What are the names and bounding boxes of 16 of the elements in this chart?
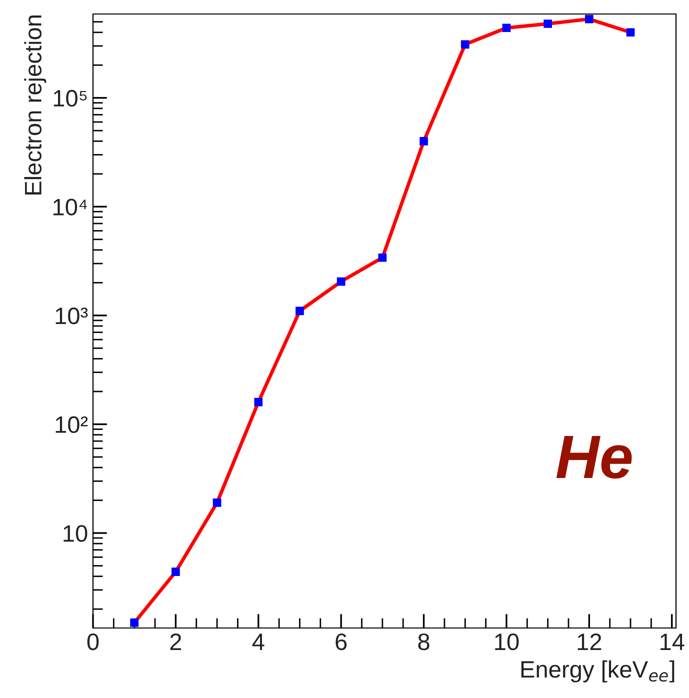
y-axis-title: Electron rejection — [24, 16, 46, 194]
x-tick-label: 8 — [418, 633, 430, 650]
y-tick-label: 10² — [56, 416, 88, 434]
x-tick-label: 10 — [495, 633, 519, 650]
x-tick-label: 14 — [660, 634, 684, 650]
x-tick-label: 12 — [578, 633, 602, 650]
y-tick-label: 10⁵ — [54, 90, 87, 107]
y-tick-label: 10³ — [56, 308, 88, 324]
y-tick-label: 10 — [64, 525, 88, 542]
x-tick-label: 6 — [336, 633, 347, 650]
x-tick-label: 4 — [252, 634, 264, 650]
x-axis-title: Energy [keV$_{ee}$] — [521, 660, 674, 682]
x-tick-label: 0 — [87, 633, 99, 650]
y-tick-label: 10⁴ — [54, 198, 87, 216]
annotation: He — [556, 436, 632, 479]
x-tick-label: 2 — [170, 633, 182, 650]
